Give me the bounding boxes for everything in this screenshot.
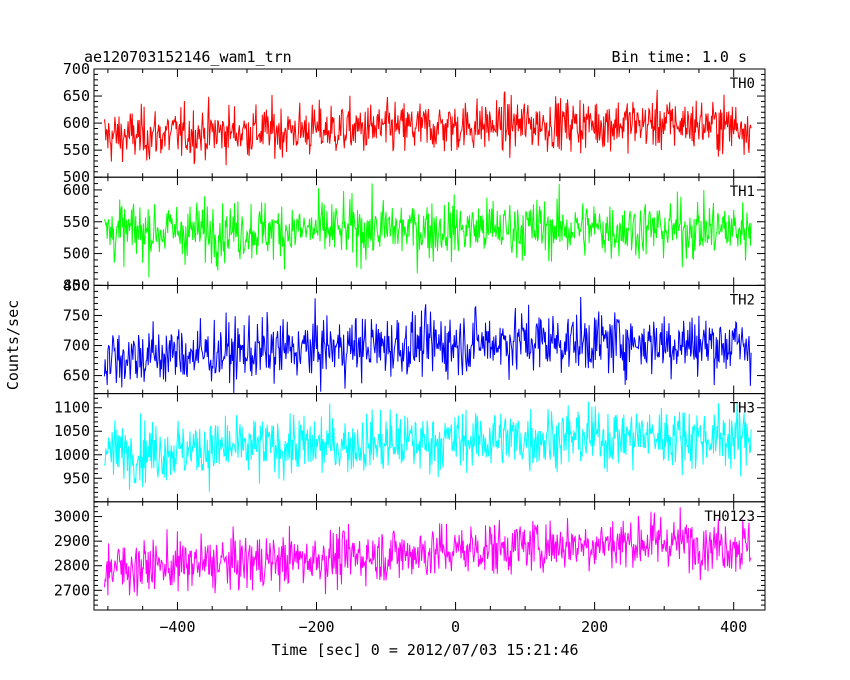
- panel-th0: 500 550 600 650 700 TH0: [63, 60, 766, 186]
- panel-label-th3: TH3: [730, 401, 755, 417]
- y-tick-label: 550: [63, 213, 90, 231]
- object-name-title: ae120703152146_wam1_trn: [84, 48, 292, 66]
- y-tick-label: 650: [63, 367, 90, 385]
- x-tick-label: 400: [720, 618, 747, 636]
- y-tick-label: 650: [63, 87, 90, 105]
- y-tick-label: 2900: [54, 532, 90, 550]
- series-line-th0123: [103, 507, 752, 597]
- y-tick-label: 2700: [54, 581, 90, 599]
- panel-label-th1: TH1: [730, 184, 755, 200]
- series-line-th0: [103, 89, 752, 166]
- panel-th1: 450 500 550 600 TH1: [63, 176, 766, 294]
- panel-label-th2: TH2: [730, 292, 755, 308]
- panel-th0123: 2700 2800 2900 3000 TH0123: [54, 501, 766, 611]
- series-line-th2: [103, 296, 752, 394]
- panel-label-th0: TH0: [730, 76, 755, 92]
- y-tick-label: 700: [63, 337, 90, 355]
- y-axis-title: Counts/sec: [4, 300, 22, 390]
- x-tick-label: 0: [451, 618, 460, 636]
- y-tick-label: 1000: [54, 446, 90, 464]
- panel-th2: 650 700 750 800 TH2: [63, 276, 766, 395]
- x-tick-label: 200: [581, 618, 608, 636]
- series-line-th1: [103, 183, 752, 278]
- x-tick-label: −400: [159, 618, 195, 636]
- x-tick-label: −200: [298, 618, 334, 636]
- y-tick-label: 550: [63, 141, 90, 159]
- time-axis: −400 −200 0 200 400: [159, 618, 747, 636]
- panel-label-th0123: TH0123: [704, 509, 755, 525]
- y-tick-label: 1100: [54, 399, 90, 417]
- y-tick-label: 950: [63, 469, 90, 487]
- y-tick-label: 800: [63, 276, 90, 294]
- y-tick-label: 750: [63, 306, 90, 324]
- panel-th3: 950 1000 1050 1100 TH3: [54, 393, 766, 503]
- bin-time-label: Bin time: 1.0 s: [612, 48, 747, 66]
- y-tick-label: 600: [63, 181, 90, 199]
- y-tick-label: 500: [63, 168, 90, 186]
- y-tick-label: 450: [63, 276, 90, 294]
- y-tick-label: 600: [63, 114, 90, 132]
- y-tick-label: 700: [63, 60, 90, 78]
- y-tick-label: 2800: [54, 557, 90, 575]
- y-tick-label: 1050: [54, 422, 90, 440]
- y-tick-label: 500: [63, 245, 90, 263]
- y-tick-label: 3000: [54, 508, 90, 526]
- panels-group: 500 550 600 650 700 TH0 450 500 550 600 TH1 650 700 7…: [54, 60, 766, 611]
- series-line-th3: [103, 401, 752, 492]
- x-axis-title: Time [sec] 0 = 2012/07/03 15:21:46: [271, 641, 578, 659]
